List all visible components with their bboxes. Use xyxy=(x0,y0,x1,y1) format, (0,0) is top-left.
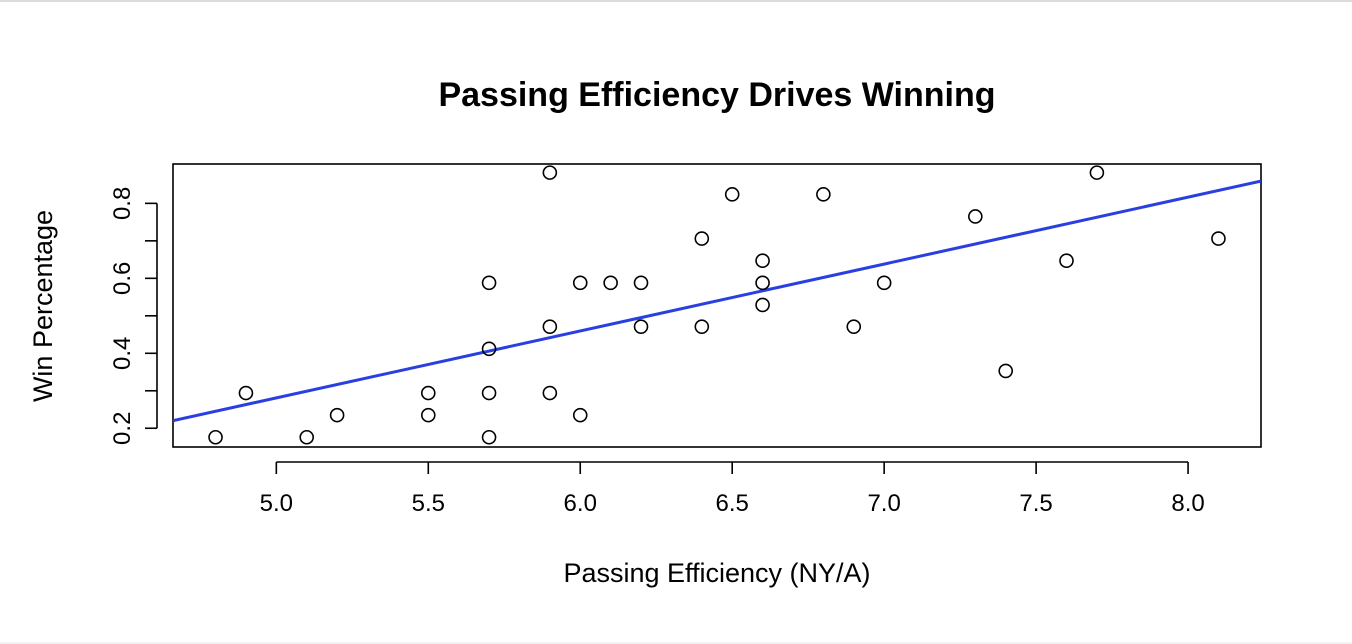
data-point xyxy=(542,165,558,180)
data-point xyxy=(633,319,649,334)
data-point xyxy=(998,363,1014,379)
data-point xyxy=(420,385,436,401)
data-point xyxy=(968,209,983,224)
x-tick-label: 7.0 xyxy=(867,490,900,517)
data-point xyxy=(299,429,315,445)
data-point xyxy=(481,341,497,357)
data-point xyxy=(572,275,588,291)
data-point xyxy=(876,275,892,291)
data-point xyxy=(208,429,223,445)
data-point xyxy=(816,187,831,202)
data-point xyxy=(1089,165,1105,180)
data-point xyxy=(542,385,558,401)
data-point xyxy=(542,319,558,334)
data-point xyxy=(238,385,254,401)
data-point xyxy=(633,275,649,291)
data-point xyxy=(724,187,740,202)
x-tick-label: 6.5 xyxy=(716,490,749,517)
y-tick-label: 0.2 xyxy=(109,412,136,445)
x-tick-label: 5.0 xyxy=(260,490,293,517)
x-tick-label: 6.0 xyxy=(564,490,597,517)
data-point xyxy=(481,275,497,291)
y-tick-label: 0.6 xyxy=(109,262,136,295)
plot-frame xyxy=(172,163,1262,448)
y-tick-label: 0.4 xyxy=(109,337,136,370)
y-tick-label: 0.8 xyxy=(109,187,136,220)
data-point xyxy=(755,297,770,313)
plot-area: 5.0 5.5 6.0 6.5 7.0 7.5 8.0 0.2 0.4 0.6 0.8 xyxy=(109,163,1262,517)
data-point xyxy=(481,385,497,401)
x-tick-label: 7.5 xyxy=(1019,490,1052,517)
data-point xyxy=(603,275,618,291)
regression-line xyxy=(173,179,1261,423)
data-point xyxy=(755,275,770,291)
data-point xyxy=(420,407,436,423)
data-point xyxy=(1059,253,1074,269)
chart-title: Passing Efficiency Drives Winning xyxy=(438,76,995,114)
x-tick-label: 8.0 xyxy=(1171,490,1204,517)
data-point xyxy=(846,319,862,334)
x-tick-label: 5.5 xyxy=(412,490,445,517)
data-point xyxy=(755,253,770,269)
data-point xyxy=(572,407,588,423)
data-point xyxy=(329,407,345,423)
x-axis-label: Passing Efficiency (NY/A) xyxy=(563,558,870,588)
data-point xyxy=(694,231,710,246)
data-point xyxy=(1211,231,1226,246)
y-axis-label: Win Percentage xyxy=(28,210,58,402)
data-point xyxy=(481,429,497,445)
data-point xyxy=(694,319,710,334)
